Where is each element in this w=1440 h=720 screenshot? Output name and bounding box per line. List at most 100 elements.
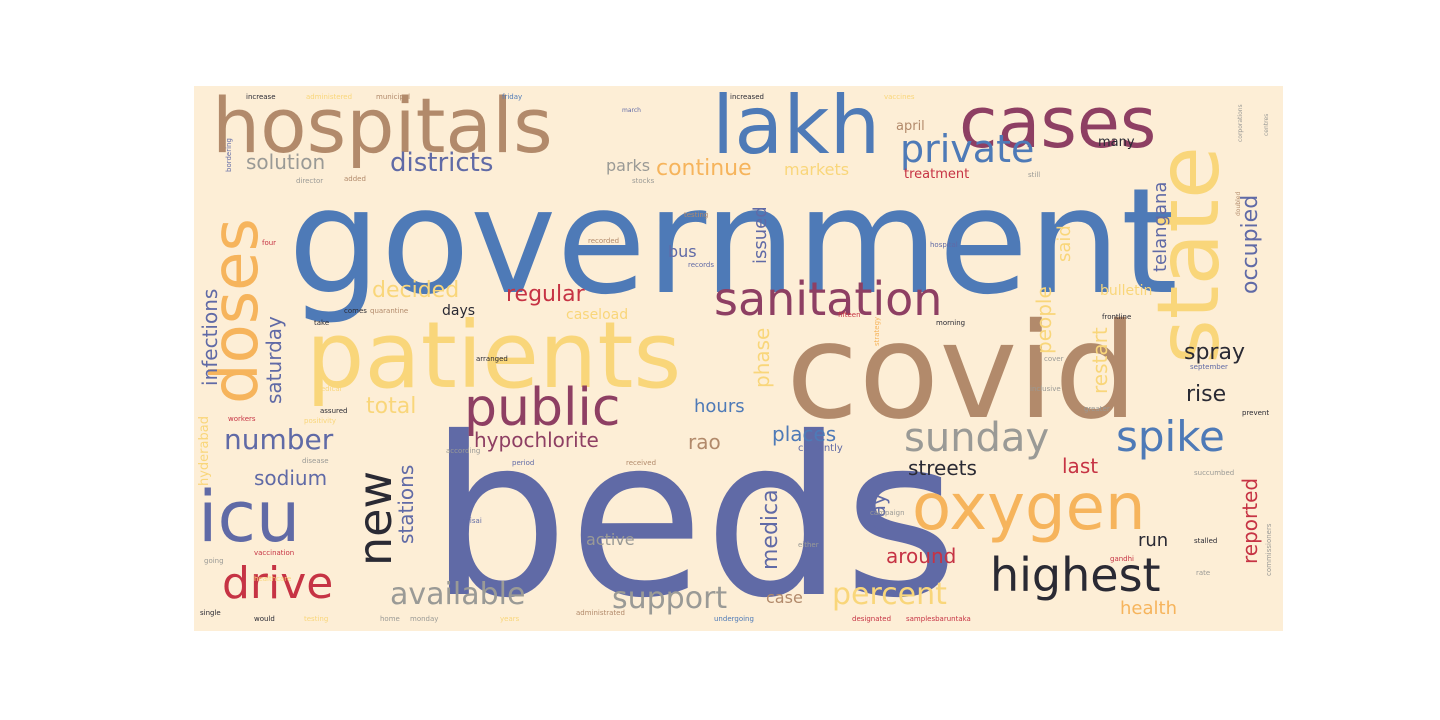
word: cover — [1044, 355, 1064, 363]
word: hyderabad — [197, 416, 212, 486]
word: according — [446, 447, 481, 455]
word: districts — [390, 148, 494, 178]
word: bulletin — [1100, 283, 1153, 299]
word: single — [200, 609, 221, 617]
word: fifteen — [838, 311, 861, 319]
word: issued — [750, 206, 771, 264]
word: disease — [302, 457, 329, 465]
word: friday — [502, 93, 523, 101]
word: saturday — [262, 316, 286, 404]
word: places — [772, 422, 837, 446]
word: four — [262, 239, 277, 247]
word: treatment — [904, 167, 970, 182]
word: monday — [410, 615, 439, 623]
word: march — [622, 107, 641, 114]
word: corporations — [1237, 104, 1244, 142]
word: centres — [1263, 113, 1270, 136]
word: undergoing — [714, 615, 754, 623]
word: run — [1138, 530, 1169, 551]
word: either — [798, 541, 819, 549]
word: lakh — [712, 86, 881, 172]
word: highest — [990, 548, 1161, 602]
word: morning — [936, 319, 966, 327]
word: solution — [246, 150, 326, 174]
word: vaccines — [884, 93, 915, 101]
word: health — [1120, 598, 1177, 619]
word: municipal — [376, 93, 411, 101]
word: healthcare — [254, 575, 292, 583]
word: spike — [1116, 412, 1225, 461]
word: patients — [306, 302, 682, 409]
word: rise — [1186, 382, 1227, 407]
word: stocks — [632, 177, 655, 185]
word: phase — [750, 327, 774, 388]
word: samplesbaruntaka — [906, 615, 971, 623]
word: hypochlorite — [474, 428, 599, 452]
word: drive — [222, 558, 334, 609]
word: assured — [320, 407, 348, 415]
word: gandhi — [1110, 555, 1134, 563]
word: reported — [1238, 477, 1262, 564]
word: available — [390, 577, 526, 612]
word: added — [344, 175, 366, 183]
word: active — [586, 530, 635, 549]
word: records — [688, 261, 715, 269]
word: markets — [784, 160, 850, 179]
word: sunday — [904, 415, 1050, 461]
word: oxygen — [912, 471, 1146, 545]
word: cases — [959, 86, 1157, 164]
word: greater — [1084, 405, 1110, 413]
word: years — [500, 615, 520, 623]
word: case — [766, 588, 803, 607]
word: period — [512, 459, 535, 467]
word: last — [1062, 454, 1099, 478]
word: medical — [314, 385, 342, 393]
word: currently — [798, 443, 843, 454]
word: medical — [758, 483, 783, 570]
word: hospitals — [212, 86, 553, 170]
word: home — [380, 615, 400, 623]
word: beds — [429, 390, 959, 631]
word: bus — [668, 242, 697, 261]
word: hours — [694, 396, 745, 417]
word: increased — [730, 93, 764, 101]
word: vaccination — [254, 549, 295, 557]
word: occupied — [1238, 194, 1263, 294]
word: restart — [1088, 327, 1112, 394]
word: testing — [684, 211, 709, 219]
word: people — [1032, 286, 1056, 354]
word: regular — [506, 282, 585, 307]
word: days — [442, 303, 476, 319]
word: public — [464, 378, 621, 438]
word: decided — [372, 278, 460, 303]
word: private — [900, 127, 1035, 171]
word: parks — [606, 156, 651, 175]
word: going — [204, 557, 224, 565]
word: said — [1054, 225, 1075, 262]
word: icu — [198, 476, 301, 558]
word: sodium — [254, 466, 328, 490]
word: stalled — [1194, 537, 1218, 545]
word: support — [612, 581, 728, 616]
word: infections — [198, 288, 222, 386]
word: bordering — [225, 138, 233, 172]
word: take — [314, 319, 330, 327]
word: percent — [832, 577, 947, 612]
word: government — [288, 157, 1179, 327]
word: continue — [656, 156, 752, 181]
word: director — [296, 177, 324, 185]
word: would — [254, 615, 275, 623]
word: rate — [1196, 569, 1211, 577]
word: prevent — [1242, 409, 1270, 417]
word: new — [348, 470, 402, 566]
word: total — [366, 394, 417, 419]
word: frontline — [1102, 313, 1132, 321]
word: covid — [786, 295, 1138, 449]
word: administered — [306, 93, 353, 101]
word: commissioners — [1265, 523, 1273, 576]
word: testing — [304, 615, 329, 623]
word: april — [896, 119, 925, 134]
word: still — [1028, 171, 1041, 179]
word: number — [224, 423, 334, 456]
word: strategy — [873, 316, 881, 346]
